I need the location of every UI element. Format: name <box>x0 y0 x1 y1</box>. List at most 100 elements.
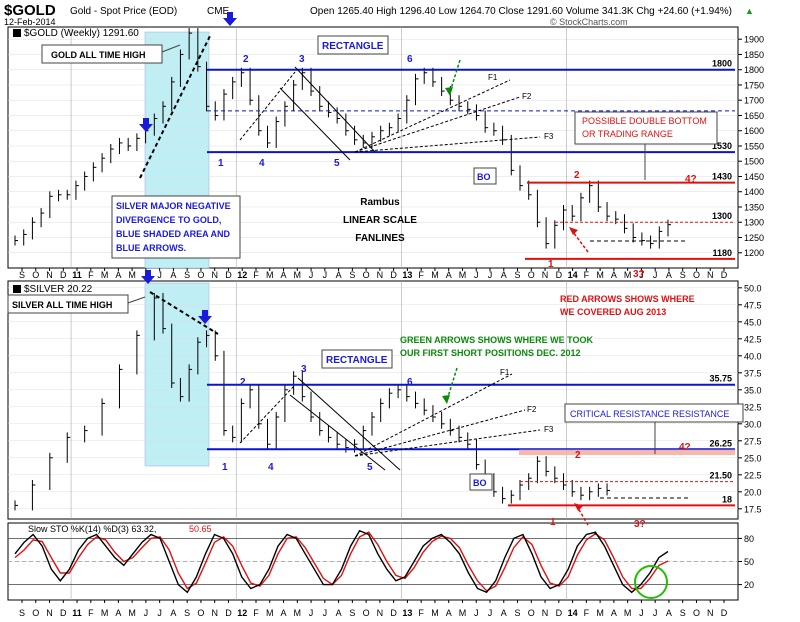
green-arrow-icon <box>449 59 461 93</box>
svg-text:POSSIBLE DOUBLE BOTTOM: POSSIBLE DOUBLE BOTTOM <box>582 116 707 126</box>
green-arrow-icon <box>446 367 458 401</box>
gold-f1-label: F1 <box>488 73 498 82</box>
silver-wave-red-4: 4? <box>679 442 691 453</box>
x-tick-label: J <box>157 608 162 618</box>
x-tick-label: 13 <box>402 270 412 280</box>
x-tick-label: 12 <box>237 270 247 280</box>
gold-channel-b <box>279 87 351 161</box>
silver-channel-b <box>289 394 386 471</box>
green-arrow-head-icon <box>442 395 450 404</box>
x-tick-label: M <box>294 608 302 618</box>
gold-fan-f1 <box>354 79 511 153</box>
gold-y-tick-label: 1300 <box>744 218 764 228</box>
silver-wave-5: 5 <box>367 462 373 473</box>
gold-y-tick-label: 1200 <box>744 248 764 258</box>
svg-text:RED ARROWS SHOWS WHERE: RED ARROWS SHOWS WHERE <box>560 294 695 304</box>
x-tick-label: S <box>515 270 521 280</box>
x-tick-label: 12 <box>237 608 247 618</box>
gold-y-tick-label: 1800 <box>744 65 764 75</box>
x-tick-label: D <box>225 270 232 280</box>
header-description: Gold - Spot Price (EOD) <box>70 6 177 17</box>
gold-ath-pointer <box>161 44 181 53</box>
silver-wave-red-1: 1 <box>550 517 556 528</box>
x-tick-label: 11 <box>72 270 82 280</box>
silver-y-tick-label: 30.0 <box>744 419 762 429</box>
x-tick-label: F <box>253 608 259 618</box>
x-tick-label: A <box>611 608 617 618</box>
svg-text:Rambus: Rambus <box>360 197 400 208</box>
svg-text:BLUE ARROWS.: BLUE ARROWS. <box>116 243 186 253</box>
silver-y-tick-label: 50.0 <box>744 283 762 293</box>
x-tick-label: F <box>418 270 424 280</box>
x-tick-label: S <box>19 608 25 618</box>
silver-y-tick-label: 35.0 <box>744 385 762 395</box>
divergence-shade-1 <box>144 282 210 467</box>
x-tick-label: O <box>197 270 204 280</box>
x-tick-label: A <box>281 270 287 280</box>
x-tick-label: M <box>459 270 467 280</box>
gold-y-tick-label: 1850 <box>744 50 764 60</box>
silver-rectangle-box <box>321 349 393 369</box>
silver-y-tick-label: 25.0 <box>744 453 762 463</box>
x-tick-label: M <box>596 270 604 280</box>
x-tick-label: A <box>611 270 617 280</box>
x-tick-label: F <box>88 270 94 280</box>
x-tick-label: A <box>446 608 452 618</box>
x-tick-label: M <box>596 608 604 618</box>
gold-y-tick-label: 1650 <box>744 111 764 121</box>
gold-rectangle-label: RECTANGLE <box>322 41 384 52</box>
green-arrow-head-icon <box>445 87 453 96</box>
x-tick-label: O <box>528 270 535 280</box>
svg-text:FANLINES: FANLINES <box>355 233 405 244</box>
x-tick-label: M <box>128 270 136 280</box>
silver-divergence-label: SILVER MAJOR NEGATIVE DIVERGENCE TO GOLD,… <box>116 201 231 253</box>
gold-wave-red-1: 1 <box>548 259 554 270</box>
x-tick-label: N <box>46 608 53 618</box>
gold-y-tick-label: 1250 <box>744 233 764 243</box>
x-tick-label: D <box>721 608 728 618</box>
sto-d-line <box>14 531 669 592</box>
sto-k-line <box>14 529 669 594</box>
x-tick-label: M <box>624 270 632 280</box>
x-tick-label: A <box>281 608 287 618</box>
x-tick-label: A <box>446 270 452 280</box>
x-tick-label: O <box>363 270 370 280</box>
silver-channel-a <box>297 377 401 471</box>
silver-ath-box <box>7 294 129 314</box>
x-tick-label: D <box>60 270 67 280</box>
gold-legend-icon <box>13 29 21 37</box>
blue-arrow-icon <box>139 118 153 132</box>
x-tick-label: J <box>309 608 314 618</box>
red-arrow-icon <box>577 507 589 526</box>
sto-y-tick-label: 50 <box>744 557 754 567</box>
x-tick-label: N <box>211 608 218 618</box>
gold-y-tick-label: 1900 <box>744 35 764 45</box>
silver-ath-pointer <box>127 296 146 304</box>
x-tick-label: A <box>501 270 507 280</box>
silver-f1-label: F1 <box>500 368 510 377</box>
gold-bo-box <box>473 167 497 185</box>
x-tick-label: F <box>88 608 94 618</box>
x-tick-label: F <box>418 608 424 618</box>
x-tick-label: D <box>390 608 397 618</box>
gold-wave-6: 6 <box>407 54 413 65</box>
gold-fan-f2 <box>354 96 521 153</box>
svg-text:GREEN ARROWS SHOWS WHERE WE TO: GREEN ARROWS SHOWS WHERE WE TOOK <box>400 335 594 345</box>
x-tick-label: S <box>515 608 521 618</box>
x-tick-label: F <box>584 608 590 618</box>
rambus-label: Rambus LINEAR SCALE FANLINES <box>343 197 417 244</box>
chg-arrow-icon: ▲ <box>745 6 754 16</box>
header-exchange: CME <box>207 6 230 17</box>
gold-y-tick-label: 1600 <box>744 126 764 136</box>
gold-y-tick-label: 1500 <box>744 157 764 167</box>
silver-legend-icon <box>13 285 21 293</box>
red-arrow-icon <box>572 231 589 253</box>
x-tick-label: F <box>253 270 259 280</box>
x-tick-label: M <box>101 270 109 280</box>
critical-resistance-label: CRITICAL RESISTANCE RESISTANCE <box>570 409 729 419</box>
svg-text:OUR FIRST SHORT POSITIONS DEC.: OUR FIRST SHORT POSITIONS DEC. 2012 <box>400 348 581 358</box>
x-tick-label: S <box>184 270 190 280</box>
silver-level-18-label: 18 <box>722 494 732 504</box>
gold-legend: $GOLD (Weekly) 1291.60 <box>24 28 139 39</box>
silver-bo-box <box>469 473 493 491</box>
